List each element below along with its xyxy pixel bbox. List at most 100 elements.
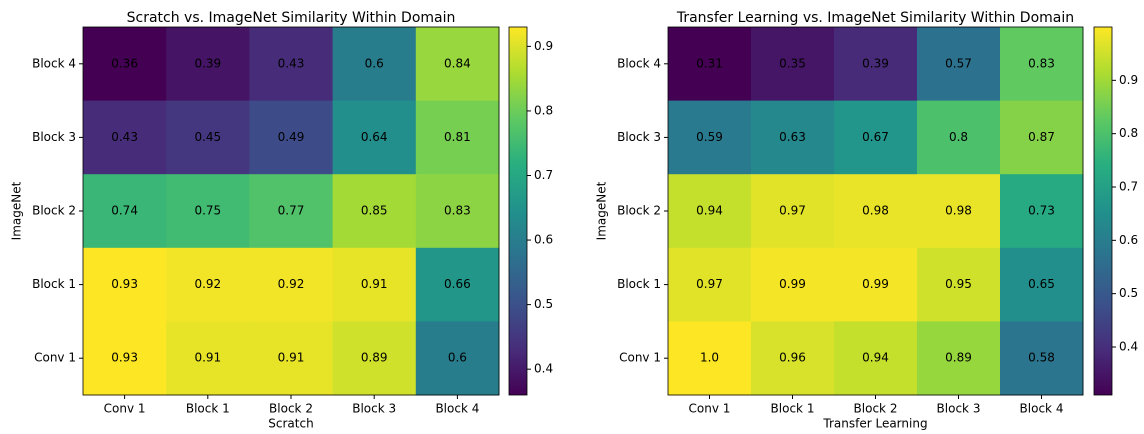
cell-label: 0.97 <box>779 204 806 218</box>
heatmap-cell <box>834 247 918 322</box>
colorbar-tick-label: 0.8 <box>534 103 553 117</box>
cell-label: 0.91 <box>361 277 388 291</box>
cell-label: 0.8 <box>949 130 968 144</box>
heatmap-cell <box>668 321 752 396</box>
cell-label: 0.99 <box>779 277 806 291</box>
heatmap-cell <box>166 27 250 102</box>
cell-label: 0.58 <box>1028 351 1055 365</box>
heatmap-cell <box>834 100 918 175</box>
heatmap-cell <box>415 174 500 249</box>
heatmap-cell <box>249 174 334 249</box>
y-tick-label: Block 2 <box>617 204 661 218</box>
x-tick-label: Block 2 <box>269 402 313 416</box>
cell-label: 0.91 <box>194 351 221 365</box>
heatmap-cell <box>249 27 334 102</box>
x-axis-label: Transfer Learning <box>822 417 927 431</box>
cell-label: 0.39 <box>194 56 221 70</box>
cell-label: 0.49 <box>278 130 305 144</box>
cell-label: 0.91 <box>278 351 305 365</box>
heatmap-cell <box>917 321 1001 396</box>
y-tick-label: Block 1 <box>617 277 661 291</box>
cell-label: 0.92 <box>278 277 305 291</box>
heatmap-cell <box>668 174 752 249</box>
cell-label: 0.77 <box>278 204 305 218</box>
cell-label: 0.63 <box>779 130 806 144</box>
cell-label: 0.85 <box>361 204 388 218</box>
heatmap-cell <box>166 247 250 322</box>
cell-label: 0.75 <box>194 204 221 218</box>
x-tick-label: Block 4 <box>435 402 479 416</box>
heatmap-cell <box>166 321 250 396</box>
cell-label: 0.89 <box>945 351 972 365</box>
heatmap-cell <box>166 100 250 175</box>
heatmap-cell <box>332 174 417 249</box>
heatmap-cell <box>332 247 417 322</box>
heatmap-cell <box>834 27 918 102</box>
heatmap-cell <box>415 100 500 175</box>
cell-label: 0.65 <box>1028 277 1055 291</box>
y-tick-label: Block 4 <box>32 56 76 70</box>
cell-label: 0.43 <box>111 130 138 144</box>
heatmap-cell <box>83 174 167 249</box>
cell-label: 0.98 <box>945 204 972 218</box>
colorbar-tick-label: 0.4 <box>534 362 553 376</box>
cell-label: 0.6 <box>448 351 467 365</box>
heatmap-cell <box>751 100 835 175</box>
heatmap-cell <box>668 247 752 322</box>
y-axis-label: ImageNet <box>10 181 24 240</box>
y-tick-label: Block 3 <box>617 130 661 144</box>
chart-title: Transfer Learning vs. ImageNet Similarit… <box>676 10 1074 26</box>
x-tick-label: Block 3 <box>352 402 396 416</box>
cell-label: 0.57 <box>945 56 972 70</box>
colorbar-tick-label: 0.9 <box>534 39 553 53</box>
heatmap-cell <box>668 100 752 175</box>
heatmap-cell <box>83 100 167 175</box>
cell-label: 0.83 <box>444 204 471 218</box>
colorbar <box>508 26 528 396</box>
cell-label: 0.94 <box>696 204 723 218</box>
heatmap-cell <box>415 321 500 396</box>
y-tick-label: Conv 1 <box>619 351 661 365</box>
heatmap-cell <box>1000 27 1084 102</box>
heatmap-cell <box>917 247 1001 322</box>
x-tick-label: Block 3 <box>937 402 981 416</box>
heatmap-cell <box>83 27 167 102</box>
colorbar-tick-label: 0.5 <box>534 297 553 311</box>
heatmap-cell <box>332 100 417 175</box>
heatmap-cell <box>1000 321 1084 396</box>
y-tick-label: Block 4 <box>617 56 661 70</box>
colorbar-tick-label: 0.8 <box>1119 126 1138 140</box>
heatmap-cell <box>917 174 1001 249</box>
x-tick-label: Block 1 <box>771 402 815 416</box>
colorbar-tick-label: 0.5 <box>1119 286 1138 300</box>
cell-label: 0.99 <box>862 277 889 291</box>
cell-label: 0.31 <box>696 56 723 70</box>
heatmap-cell <box>834 174 918 249</box>
heatmap-cell <box>166 174 250 249</box>
cell-label: 0.93 <box>111 277 138 291</box>
heatmap-cell <box>834 321 918 396</box>
cell-label: 0.43 <box>278 56 305 70</box>
heatmap-cell <box>415 247 500 322</box>
cell-label: 0.97 <box>696 277 723 291</box>
heatmap-cell <box>1000 100 1084 175</box>
cell-label: 0.74 <box>111 204 138 218</box>
cell-label: 0.66 <box>444 277 471 291</box>
x-tick-label: Block 1 <box>186 402 230 416</box>
heatmap-cell <box>751 321 835 396</box>
cell-label: 0.95 <box>945 277 972 291</box>
cell-label: 0.81 <box>444 130 471 144</box>
heatmap-cell <box>751 174 835 249</box>
cell-label: 1.0 <box>700 351 719 365</box>
heatmap-cell <box>1000 174 1084 249</box>
heatmap-cell <box>1000 247 1084 322</box>
y-axis-label: ImageNet <box>595 181 609 240</box>
cell-label: 0.92 <box>194 277 221 291</box>
x-axis-label: Scratch <box>268 417 313 431</box>
colorbar-tick-label: 0.4 <box>1119 340 1138 354</box>
cell-label: 0.59 <box>696 130 723 144</box>
cell-label: 0.89 <box>361 351 388 365</box>
cell-label: 0.96 <box>779 351 806 365</box>
heatmap-cell <box>249 100 334 175</box>
